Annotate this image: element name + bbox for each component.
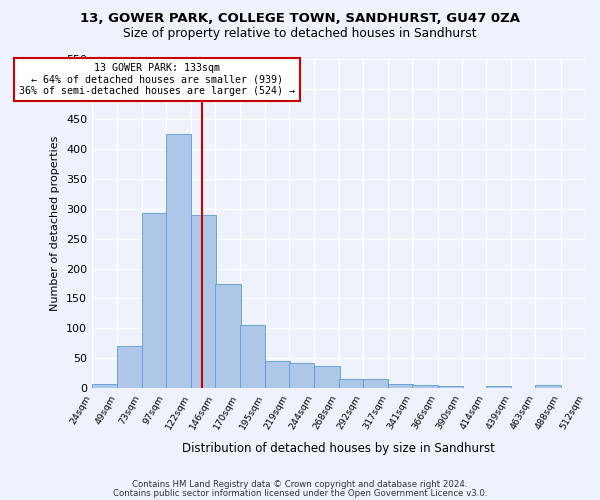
X-axis label: Distribution of detached houses by size in Sandhurst: Distribution of detached houses by size … [182, 442, 495, 455]
Bar [239, 326, 265, 388]
Y-axis label: Number of detached properties: Number of detached properties [50, 136, 61, 312]
Bar [92, 384, 117, 388]
Bar [363, 378, 388, 388]
Bar [289, 363, 314, 388]
Bar [314, 366, 340, 388]
Bar [166, 134, 191, 388]
Bar [117, 346, 143, 389]
Text: Contains public sector information licensed under the Open Government Licence v3: Contains public sector information licen… [113, 488, 487, 498]
Bar [338, 378, 364, 388]
Bar [388, 384, 413, 388]
Bar [486, 386, 511, 388]
Text: 13 GOWER PARK: 133sqm
← 64% of detached houses are smaller (939)
36% of semi-det: 13 GOWER PARK: 133sqm ← 64% of detached … [19, 63, 295, 96]
Text: 13, GOWER PARK, COLLEGE TOWN, SANDHURST, GU47 0ZA: 13, GOWER PARK, COLLEGE TOWN, SANDHURST,… [80, 12, 520, 26]
Text: Size of property relative to detached houses in Sandhurst: Size of property relative to detached ho… [123, 28, 477, 40]
Bar [215, 284, 241, 389]
Bar [437, 386, 463, 388]
Bar [535, 386, 561, 388]
Bar [191, 214, 216, 388]
Text: Contains HM Land Registry data © Crown copyright and database right 2024.: Contains HM Land Registry data © Crown c… [132, 480, 468, 489]
Bar [265, 362, 290, 388]
Bar [142, 213, 167, 388]
Bar [412, 386, 437, 388]
